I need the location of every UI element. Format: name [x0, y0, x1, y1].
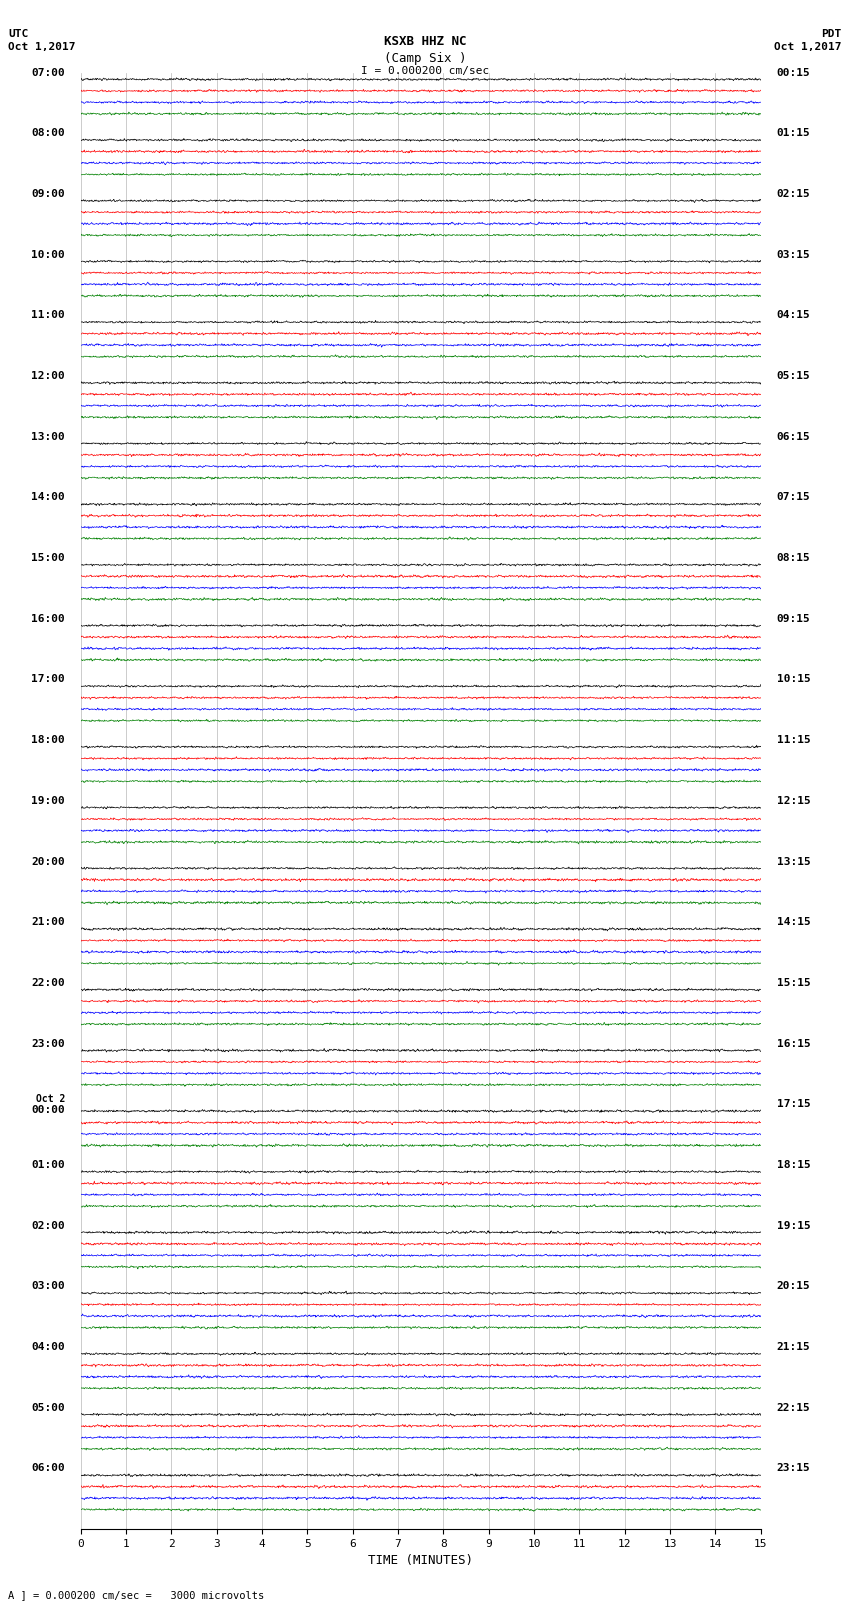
- Text: (Camp Six ): (Camp Six ): [383, 52, 467, 65]
- Text: 04:15: 04:15: [777, 310, 810, 321]
- Text: 22:00: 22:00: [31, 977, 65, 987]
- Text: 11:15: 11:15: [777, 736, 810, 745]
- Text: 07:00: 07:00: [31, 68, 65, 77]
- Text: 03:15: 03:15: [777, 250, 810, 260]
- Text: Oct 2: Oct 2: [36, 1094, 65, 1103]
- X-axis label: TIME (MINUTES): TIME (MINUTES): [368, 1555, 473, 1568]
- Text: 06:00: 06:00: [31, 1463, 65, 1473]
- Text: 18:15: 18:15: [777, 1160, 810, 1169]
- Text: 00:15: 00:15: [777, 68, 810, 77]
- Text: 06:15: 06:15: [777, 432, 810, 442]
- Text: 19:15: 19:15: [777, 1221, 810, 1231]
- Text: 08:15: 08:15: [777, 553, 810, 563]
- Text: UTC: UTC: [8, 29, 29, 39]
- Text: 18:00: 18:00: [31, 736, 65, 745]
- Text: 00:00: 00:00: [31, 1105, 65, 1115]
- Text: Oct 1,2017: Oct 1,2017: [774, 42, 842, 52]
- Text: 11:00: 11:00: [31, 310, 65, 321]
- Text: 13:00: 13:00: [31, 432, 65, 442]
- Text: 02:15: 02:15: [777, 189, 810, 198]
- Text: 14:15: 14:15: [777, 918, 810, 927]
- Text: 10:15: 10:15: [777, 674, 810, 684]
- Text: 10:00: 10:00: [31, 250, 65, 260]
- Text: 05:00: 05:00: [31, 1403, 65, 1413]
- Text: 23:15: 23:15: [777, 1463, 810, 1473]
- Text: 04:00: 04:00: [31, 1342, 65, 1352]
- Text: 16:15: 16:15: [777, 1039, 810, 1048]
- Text: I = 0.000200 cm/sec: I = 0.000200 cm/sec: [361, 66, 489, 76]
- Text: 17:15: 17:15: [777, 1100, 810, 1110]
- Text: 12:15: 12:15: [777, 795, 810, 806]
- Text: 19:00: 19:00: [31, 795, 65, 806]
- Text: 21:00: 21:00: [31, 918, 65, 927]
- Text: PDT: PDT: [821, 29, 842, 39]
- Text: 05:15: 05:15: [777, 371, 810, 381]
- Text: 21:15: 21:15: [777, 1342, 810, 1352]
- Text: Oct 1,2017: Oct 1,2017: [8, 42, 76, 52]
- Text: 12:00: 12:00: [31, 371, 65, 381]
- Text: 08:00: 08:00: [31, 129, 65, 139]
- Text: KSXB HHZ NC: KSXB HHZ NC: [383, 35, 467, 48]
- Text: 07:15: 07:15: [777, 492, 810, 502]
- Text: 22:15: 22:15: [777, 1403, 810, 1413]
- Text: 20:00: 20:00: [31, 857, 65, 866]
- Text: 20:15: 20:15: [777, 1281, 810, 1292]
- Text: 01:00: 01:00: [31, 1160, 65, 1169]
- Text: A ] = 0.000200 cm/sec =   3000 microvolts: A ] = 0.000200 cm/sec = 3000 microvolts: [8, 1590, 264, 1600]
- Text: 23:00: 23:00: [31, 1039, 65, 1048]
- Text: 09:15: 09:15: [777, 615, 810, 624]
- Text: 03:00: 03:00: [31, 1281, 65, 1292]
- Text: 01:15: 01:15: [777, 129, 810, 139]
- Text: 09:00: 09:00: [31, 189, 65, 198]
- Text: 15:00: 15:00: [31, 553, 65, 563]
- Text: 16:00: 16:00: [31, 615, 65, 624]
- Text: 14:00: 14:00: [31, 492, 65, 502]
- Text: 15:15: 15:15: [777, 977, 810, 987]
- Text: 13:15: 13:15: [777, 857, 810, 866]
- Text: 02:00: 02:00: [31, 1221, 65, 1231]
- Text: 17:00: 17:00: [31, 674, 65, 684]
